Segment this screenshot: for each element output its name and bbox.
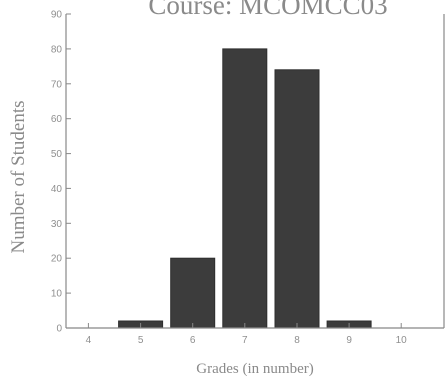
y-tick-label: 10 [51, 289, 63, 300]
chart-title: Course: MCOMCC03 [148, 0, 387, 20]
x-tick-label: 8 [294, 335, 300, 346]
y-tick-label: 20 [51, 254, 63, 265]
y-tick-label: 60 [51, 114, 63, 125]
x-tick-label: 9 [346, 335, 352, 346]
x-tick-label: 5 [138, 335, 144, 346]
bar-grade-8 [274, 69, 320, 329]
bar-grade-7 [222, 48, 268, 329]
y-tick-label: 50 [51, 149, 63, 160]
axes-layer [65, 14, 445, 329]
y-tick-label: 0 [56, 324, 62, 335]
bar-grade-6 [170, 257, 216, 329]
x-axis-label: Grades (in number) [196, 361, 313, 377]
bars-layer [118, 48, 372, 329]
x-tick-label: 10 [396, 335, 408, 346]
y-tick-label: 90 [51, 10, 63, 21]
ticks-layer: 0 10 20 30 40 50 60 70 80 90 4 5 6 7 8 9 10 [51, 10, 407, 347]
x-tick-label: 6 [190, 335, 196, 346]
y-tick-label: 70 [51, 79, 63, 90]
y-axis-label: Number of Students [8, 100, 29, 253]
x-tick-label: 4 [86, 335, 92, 346]
x-tick-label: 7 [242, 335, 248, 346]
y-tick-label: 40 [51, 184, 63, 195]
y-tick-label: 30 [51, 219, 63, 230]
y-tick-label: 80 [51, 44, 63, 55]
